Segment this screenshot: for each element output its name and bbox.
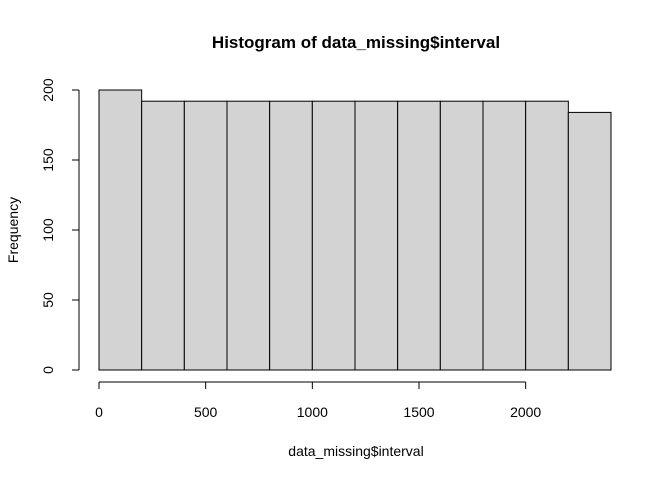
y-tick-label-2: 100 <box>40 218 56 242</box>
y-tick-label-3: 150 <box>40 148 56 172</box>
histogram-bar-4 <box>269 100 313 371</box>
histogram-bar-0 <box>98 89 143 371</box>
histogram-bar-8 <box>439 100 484 371</box>
y-axis: 0 50 100 150 200 <box>40 78 80 374</box>
x-tick-label-1: 500 <box>194 404 218 420</box>
y-tick-label-1: 50 <box>40 292 56 308</box>
histogram-bar-5 <box>311 100 356 371</box>
histogram-bar-6 <box>354 100 399 371</box>
x-tick-label-3: 1500 <box>403 404 434 420</box>
y-tick-label-4: 200 <box>40 78 56 102</box>
x-tick-label-0: 0 <box>95 404 103 420</box>
x-axis-label: data_missing$interval <box>288 443 423 459</box>
histogram-bar-11 <box>567 111 612 371</box>
histogram-bar-10 <box>525 100 569 371</box>
x-tick-label-2: 1000 <box>297 404 328 420</box>
chart-title: Histogram of data_missing$interval <box>212 33 500 52</box>
histogram-bar-1 <box>141 100 185 371</box>
histogram-bar-2 <box>183 100 228 371</box>
x-tick-label-4: 2000 <box>510 404 541 420</box>
histogram-bar-3 <box>226 100 271 371</box>
histogram-bar-7 <box>397 100 441 371</box>
y-tick-label-0: 0 <box>40 366 56 374</box>
x-axis: 0 500 1000 1500 2000 <box>95 381 541 420</box>
histogram-bar-9 <box>482 100 527 371</box>
y-axis-label: Frequency <box>5 197 21 263</box>
bars-group <box>98 89 612 371</box>
